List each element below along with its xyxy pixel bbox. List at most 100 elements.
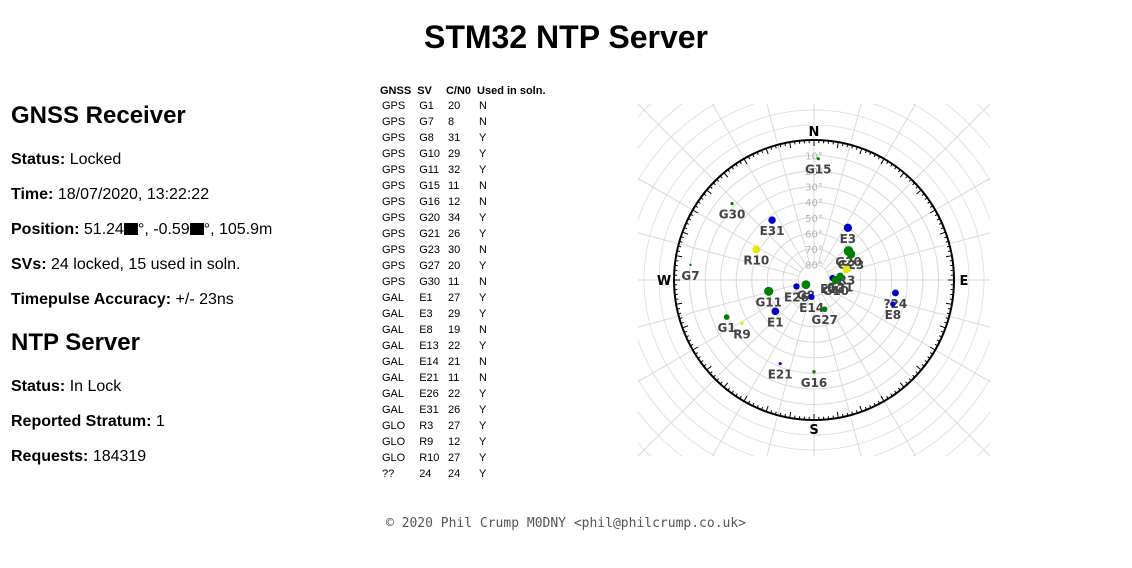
satellite-marker xyxy=(846,249,856,259)
compass-tick xyxy=(739,395,742,399)
cn0-cell: 21 xyxy=(447,356,461,368)
satellite-label: G7 xyxy=(681,269,699,283)
compass-tick xyxy=(679,317,683,320)
used-cell: N xyxy=(479,244,487,256)
compass-tick xyxy=(927,356,931,359)
compass-tick xyxy=(946,312,950,315)
cn0-cell: 11 xyxy=(447,180,460,192)
gnss-cell: GPS xyxy=(382,180,406,192)
compass-tick xyxy=(890,163,893,167)
azimuth-spoke xyxy=(828,232,990,277)
gnss-cell: GPS xyxy=(382,148,406,160)
azimuth-spoke xyxy=(766,294,811,456)
used-cell: N xyxy=(479,100,487,112)
compass-tick xyxy=(940,330,944,333)
compass-tick xyxy=(869,404,872,409)
cardinal-west: W xyxy=(657,274,671,289)
compass-tick xyxy=(765,405,769,412)
elevation-label: 20° xyxy=(805,167,823,178)
compass-tick xyxy=(774,411,777,415)
compass-tick xyxy=(678,312,682,315)
satellite-label: G15 xyxy=(805,163,832,177)
table-row: GAL E8 19 N xyxy=(378,322,550,338)
gnss-cell: GLO xyxy=(382,452,406,464)
satellite-label: E8 xyxy=(885,308,902,322)
compass-tick xyxy=(846,144,849,148)
azimuth-spoke xyxy=(827,287,990,383)
compass-tick xyxy=(945,302,952,305)
compass-tick xyxy=(899,382,905,388)
ntp-stratum-value: 1 xyxy=(155,413,165,430)
satellite-marker xyxy=(842,265,851,274)
compass-tick xyxy=(756,404,759,409)
ntp-requests: Requests: 184319 xyxy=(11,448,146,466)
azimuth-spoke xyxy=(711,104,807,267)
compass-tick xyxy=(873,402,876,407)
used-cell: Y xyxy=(479,212,487,224)
gnss-cell: GAL xyxy=(382,308,405,320)
used-cell: N xyxy=(479,356,487,368)
compass-tick xyxy=(682,231,689,235)
compass-tick xyxy=(703,363,707,367)
compass-tick xyxy=(924,197,928,200)
ntp-status-label: Status: xyxy=(11,378,66,395)
compass-tick xyxy=(712,374,716,378)
used-cell: Y xyxy=(479,388,487,400)
compass-tick xyxy=(685,335,690,338)
compass-tick xyxy=(912,374,916,378)
compass-tick xyxy=(947,307,952,310)
used-cell: Y xyxy=(479,292,487,304)
compass-tick xyxy=(706,189,712,195)
compass-tick xyxy=(789,142,792,149)
compass-tick xyxy=(731,390,734,394)
cn0-cell: 27 xyxy=(447,292,461,304)
table-row: GPS G15 11 N xyxy=(378,178,550,194)
cn0-cell: 11 xyxy=(447,372,460,384)
gnss-timepulse-label: Timepulse Accuracy: xyxy=(11,291,172,308)
cardinal-east: E xyxy=(960,274,969,289)
compass-tick xyxy=(695,205,699,208)
sv-cell: G27 xyxy=(419,260,440,272)
sv-cell: G10 xyxy=(419,148,440,160)
sv-cell: E14 xyxy=(419,356,439,368)
compass-tick xyxy=(700,197,704,200)
table-row: GLO R3 27 Y xyxy=(378,418,550,434)
compass-tick xyxy=(743,395,748,402)
ntp-status: Status: In Lock xyxy=(11,378,121,396)
gnss-cell: GPS xyxy=(382,228,406,240)
table-row: GPS G27 20 Y xyxy=(378,258,550,274)
table-row: GLO R10 27 Y xyxy=(378,450,550,466)
used-cell: Y xyxy=(479,436,487,448)
gnss-position-label: Position: xyxy=(11,221,80,238)
cn0-cell: 20 xyxy=(447,260,461,272)
gnss-cell: GLO xyxy=(382,436,406,448)
compass-tick xyxy=(859,405,863,412)
compass-tick xyxy=(779,144,782,148)
cn0-cell: 22 xyxy=(447,388,461,400)
compass-tick xyxy=(700,360,704,363)
compass-tick xyxy=(894,166,897,170)
satellite-label: E21 xyxy=(768,368,793,382)
azimuth-spoke xyxy=(817,294,862,456)
compass-tick xyxy=(886,395,889,399)
gnss-cell: GPS xyxy=(382,164,406,176)
compass-tick xyxy=(695,352,699,355)
compass-tick xyxy=(723,172,729,178)
compass-tick xyxy=(774,145,777,149)
table-row: GAL E31 26 Y xyxy=(378,402,550,418)
sv-cell: G23 xyxy=(419,244,440,256)
cardinal-south: S xyxy=(809,423,818,438)
satellite-label: G16 xyxy=(801,376,828,390)
compass-tick xyxy=(929,205,933,208)
cn0-cell: 27 xyxy=(447,420,461,432)
compass-tick xyxy=(703,193,707,197)
used-cell: Y xyxy=(479,404,487,416)
satellite-marker xyxy=(764,286,774,296)
compass-tick xyxy=(945,255,952,258)
azimuth-spoke xyxy=(638,104,804,270)
gnss-cell: GPS xyxy=(382,116,406,128)
satellite-label: G11 xyxy=(755,295,782,309)
azimuth-spoke xyxy=(638,290,804,456)
compass-tick xyxy=(894,390,897,394)
gnss-cell: GAL xyxy=(382,404,405,416)
